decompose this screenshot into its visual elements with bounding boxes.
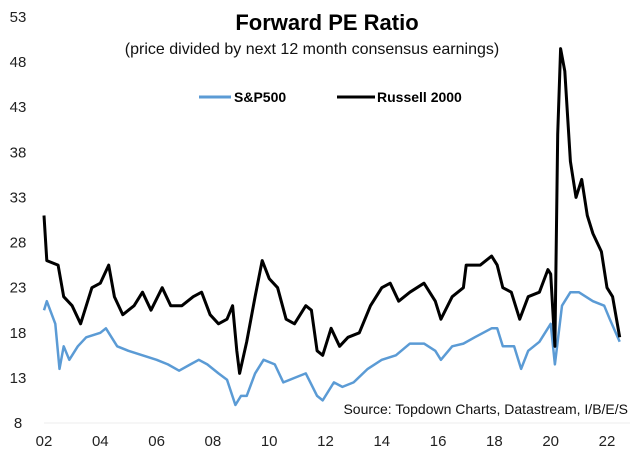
x-tick-label: 10	[261, 433, 278, 450]
x-tick-label: 08	[205, 433, 222, 450]
y-tick-label: 23	[10, 280, 27, 297]
x-tick-label: 20	[542, 433, 559, 450]
y-tick-label: 48	[10, 54, 27, 71]
y-tick-label: 28	[10, 235, 27, 252]
chart-title: Forward PE Ratio	[235, 10, 418, 35]
y-tick-label: 13	[10, 370, 27, 387]
y-tick-label: 53	[10, 9, 27, 26]
legend-label-sp500: S&P500	[234, 89, 286, 105]
series-line-russell-2000	[42, 47, 622, 375]
x-tick-label: 18	[486, 433, 503, 450]
series-group	[42, 47, 622, 407]
x-tick-label: 04	[92, 433, 109, 450]
x-tick-label: 02	[36, 433, 53, 450]
x-axis: 02 04 06 08 10 12 14 16 18 20 22	[36, 433, 616, 450]
x-tick-label: 06	[148, 433, 165, 450]
legend: S&P500 Russell 2000	[199, 89, 462, 105]
y-tick-label: 8	[14, 415, 22, 432]
series-line-sp500	[42, 290, 621, 407]
chart-subtitle: (price divided by next 12 month consensu…	[125, 41, 499, 58]
y-tick-label: 33	[10, 189, 27, 206]
y-tick-label: 38	[10, 144, 27, 161]
y-axis: 53 48 43 38 33 28 23 18 13 8	[10, 9, 27, 432]
x-tick-label: 22	[599, 433, 616, 450]
source-note: Source: Topdown Charts, Datastream, I/B/…	[343, 401, 628, 417]
y-tick-label: 43	[10, 99, 27, 116]
x-tick-label: 14	[373, 433, 390, 450]
x-tick-label: 12	[317, 433, 334, 450]
legend-label-russell: Russell 2000	[377, 89, 462, 105]
y-tick-label: 18	[10, 325, 27, 342]
x-tick-label: 16	[430, 433, 447, 450]
